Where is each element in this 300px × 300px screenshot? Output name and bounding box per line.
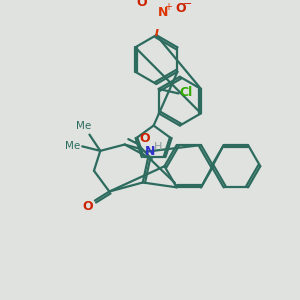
Text: +: + [164,2,172,12]
Text: Cl: Cl [179,86,192,99]
Text: H: H [154,142,162,152]
Text: O: O [136,0,147,9]
Text: Me: Me [76,122,92,131]
Text: O: O [176,2,186,15]
Text: N: N [158,6,168,19]
Text: Me: Me [64,141,80,151]
Text: −: − [183,0,193,9]
Text: O: O [82,200,93,213]
Text: O: O [139,132,150,145]
Text: N: N [145,145,155,158]
